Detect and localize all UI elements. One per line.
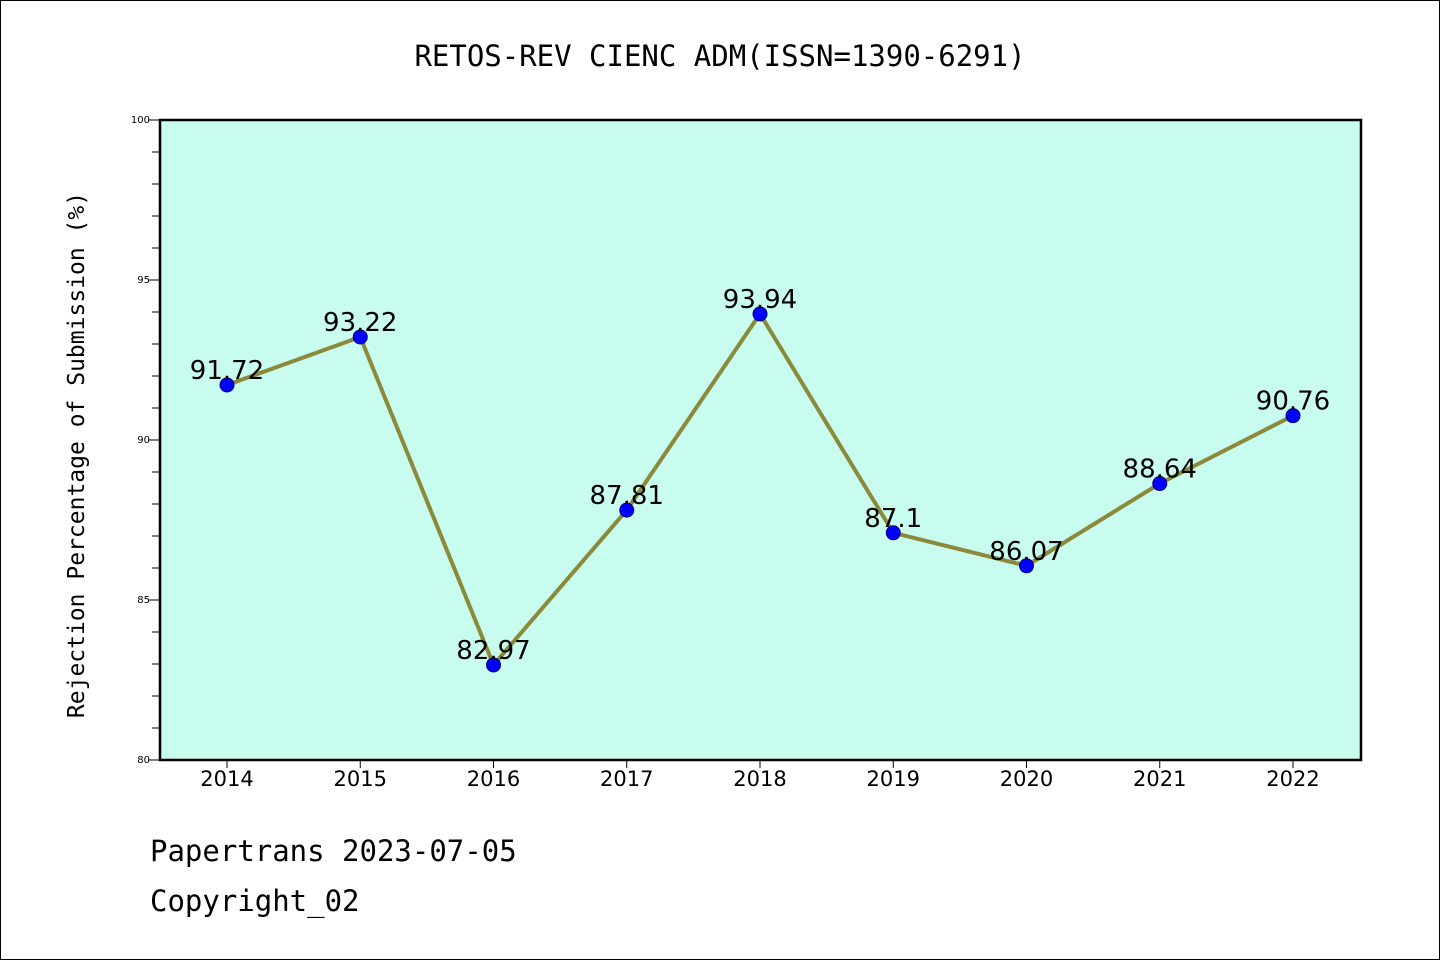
- x-tick-label: 2016: [467, 767, 520, 791]
- y-tick-label: 90: [137, 435, 150, 446]
- y-axis: 80 85 90 95 100: [131, 115, 160, 766]
- data-label: 91.72: [190, 356, 264, 386]
- data-point: [1152, 476, 1168, 492]
- data-label: 87.1: [864, 504, 922, 534]
- data-label: 93.22: [323, 308, 397, 338]
- y-tick-label: 100: [131, 115, 150, 126]
- data-label: 87.81: [590, 481, 664, 511]
- x-tick-label: 2020: [1000, 767, 1053, 791]
- data-label: 82.97: [456, 636, 530, 666]
- data-point: [885, 525, 901, 541]
- x-tick-label: 2017: [600, 767, 653, 791]
- data-label: 86.07: [989, 537, 1063, 567]
- x-axis: 2014 2015 2016 2017 2018 2019 2020 2021 2022: [200, 760, 1320, 791]
- y-tick-label: 80: [137, 755, 150, 766]
- data-label: 88.64: [1123, 455, 1197, 485]
- x-tick-label: 2021: [1133, 767, 1186, 791]
- y-tick-label: 95: [137, 275, 150, 286]
- chart-title: RETOS-REV CIENC ADM(ISSN=1390-6291): [414, 39, 1025, 73]
- data-point: [486, 657, 501, 673]
- x-tick-label: 2015: [334, 767, 387, 791]
- y-tick-label: 85: [137, 595, 150, 606]
- series-group: 91.72 93.22 82.97 87.81 93.94 87.1 86.07 88.64 9…: [190, 285, 1330, 673]
- data-point: [1285, 408, 1301, 424]
- data-point: [752, 306, 768, 322]
- data-point: [619, 502, 635, 518]
- x-tick-label: 2014: [200, 767, 253, 791]
- data-point: [219, 377, 235, 393]
- x-tick-label: 2019: [867, 767, 920, 791]
- data-label: 90.76: [1256, 387, 1330, 417]
- x-tick-label: 2022: [1266, 767, 1319, 791]
- data-label: 93.94: [723, 285, 797, 315]
- data-point: [1019, 558, 1034, 574]
- footer-date: Papertrans 2023-07-05: [150, 834, 517, 868]
- data-point: [352, 329, 368, 345]
- plot-area: [158, 118, 1363, 762]
- y-axis-label: Rejection Percentage of Submission (%): [64, 192, 90, 718]
- footer-copyright: Copyright_02: [150, 884, 360, 918]
- x-tick-label: 2018: [733, 767, 786, 791]
